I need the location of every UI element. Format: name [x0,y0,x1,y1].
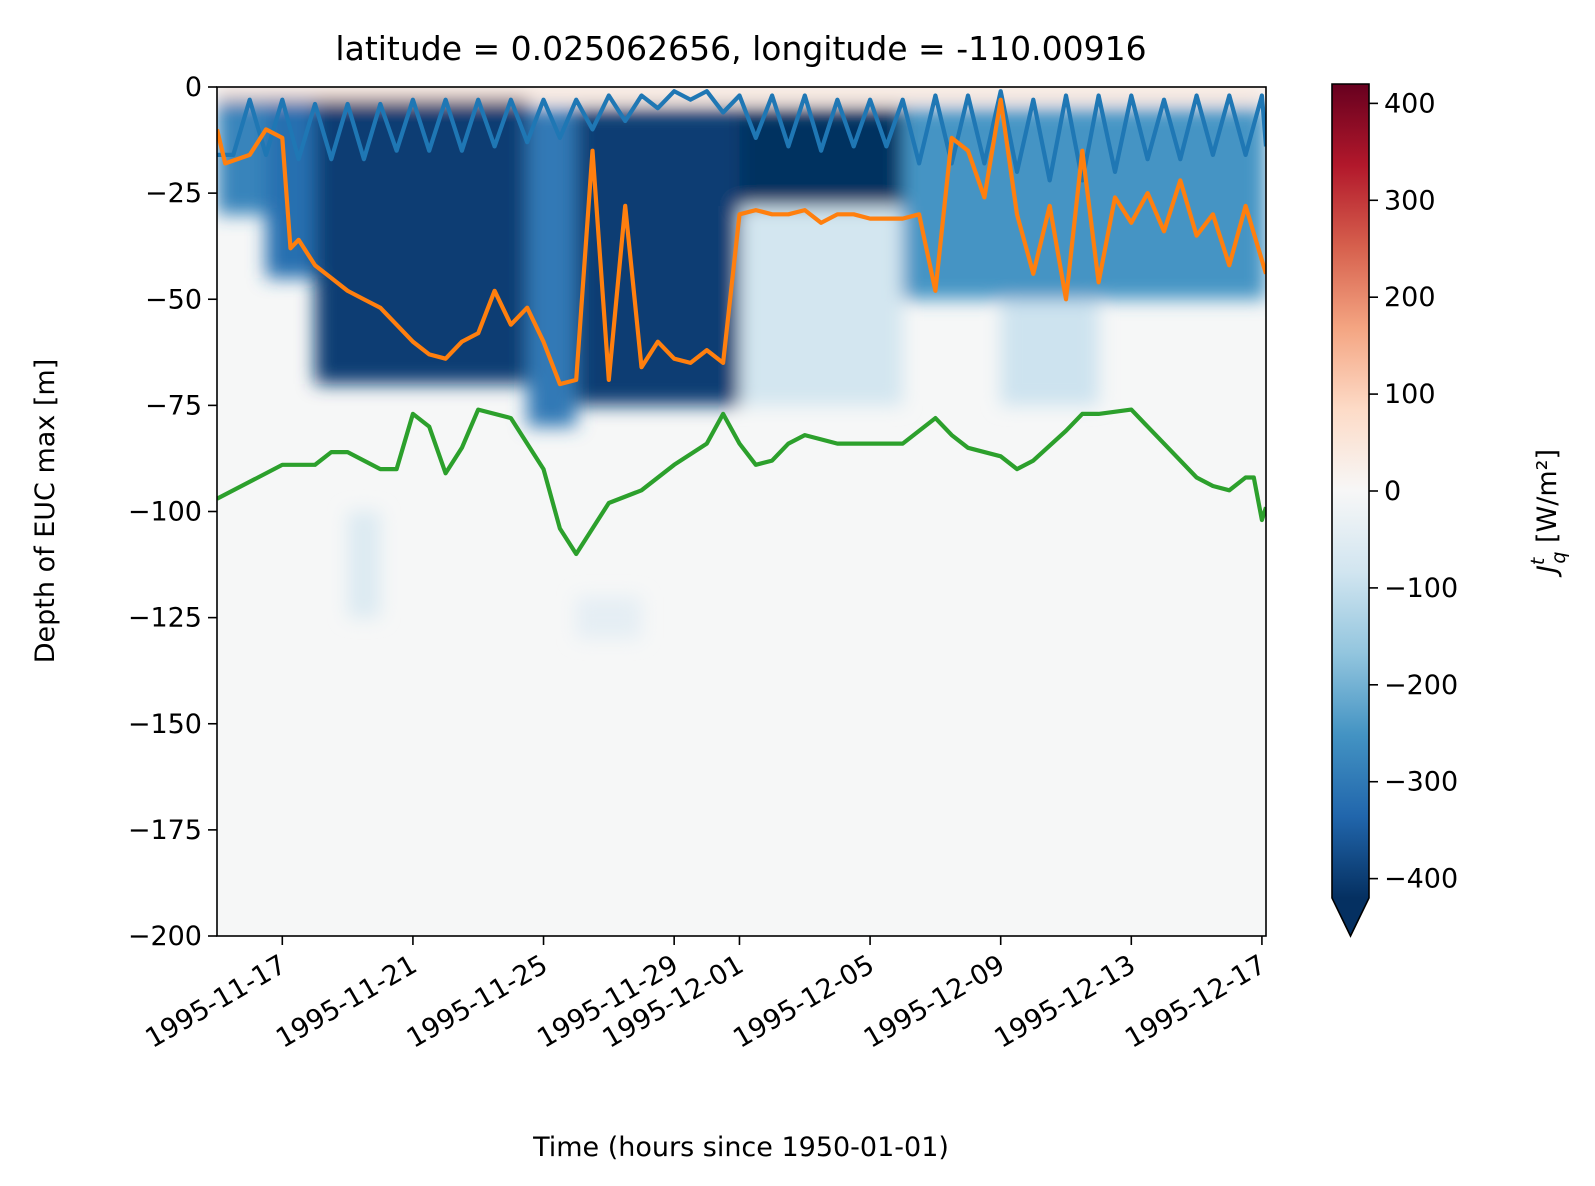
colorbar-label: Jtq [W/m²] [1527,449,1570,578]
chart-title: latitude = 0.025062656, longitude = -110… [335,29,1146,68]
series-line [217,97,1266,387]
heatmap-cell [576,596,642,639]
y-tick-label: −150 [128,709,202,740]
colorbar-tick-label: 400 [1384,88,1436,119]
heatmap-cell [902,108,1266,300]
colorbar-tick-label: 0 [1384,476,1401,507]
y-tick-label: −25 [145,178,202,209]
colorbar-label-sup: t [1527,556,1549,565]
y-tick-label: −175 [128,815,202,846]
colorbar-tick-label: 200 [1384,282,1436,313]
y-axis-label: Depth of EUC max [m] [30,359,61,663]
colorbar-gradient [1332,84,1369,898]
colorbar-label-units: [W/m²] [1532,449,1563,552]
y-axis: 0 −25 −50 −75 −100 −125 −150 −175 −200 [128,72,217,952]
y-tick-label: −200 [128,921,202,952]
heatmap-cell [1000,299,1099,406]
colorbar-frame [1331,83,1370,938]
colorbar-ticks: 400 300 200 100 0 −100 −200 −300 −400 [1369,88,1458,895]
colorbar-tick-label: 100 [1384,379,1436,410]
series-line [217,89,1266,183]
y-tick-label: −100 [128,497,202,528]
y-tick-label: −50 [145,284,202,315]
colorbar-extend-triangle [1332,898,1369,936]
heatmap-cell [527,108,577,427]
plot-area [216,86,1267,937]
colorbar-tick-label: −200 [1384,670,1458,701]
y-tick-label: −125 [128,603,202,634]
y-tick-label: 0 [185,72,202,103]
colorbar: 400 300 200 100 0 −100 −200 −300 −400 Jtq [W/m²] [1331,83,1570,938]
colorbar-tick-label: 300 [1384,185,1436,216]
y-tick-label: −75 [145,390,202,421]
heatmap-cell [739,108,903,206]
x-axis-label: Time (hours since 1950-01-01) [532,1132,949,1163]
series-line [217,407,1266,557]
colorbar-label-sub: q [1548,552,1570,564]
heatmap-cell [347,511,381,618]
colorbar-tick-label: −300 [1384,767,1458,798]
colorbar-tick-label: −400 [1384,864,1458,895]
heatmap-cell [739,205,903,406]
colorbar-tick-label: −100 [1384,573,1458,604]
series-layer [217,89,1266,557]
